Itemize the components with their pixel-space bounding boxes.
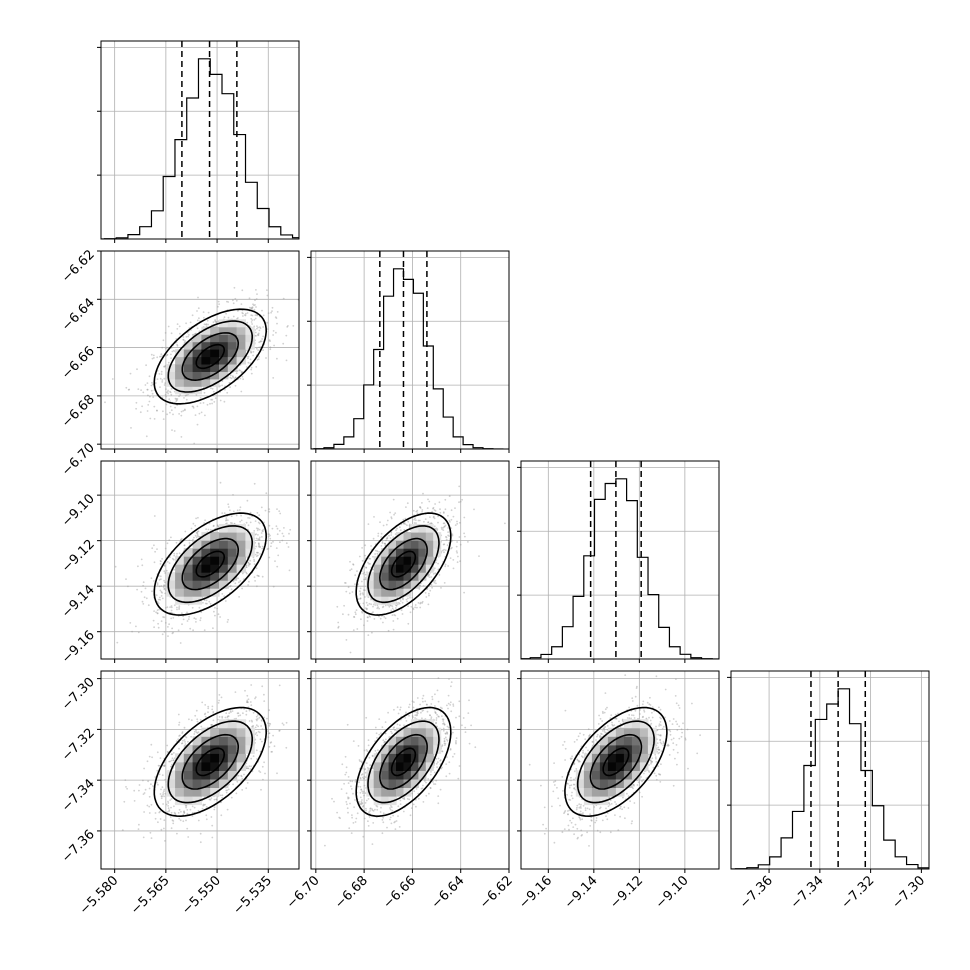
contour-2-3-2 — [576, 720, 655, 804]
xtick-label-2-3: −9.10 — [653, 873, 692, 912]
contour-1-2-2 — [367, 525, 440, 604]
hist-panel-0 — [97, 40, 300, 243]
contour-0-3-2 — [167, 720, 253, 804]
xtick-label-2-1: −9.14 — [562, 873, 601, 912]
scatter-panel-2-3 — [517, 670, 720, 873]
ytick-label-2-3: −9.10 — [59, 491, 98, 530]
ytick-label-3-1: −7.34 — [59, 776, 98, 815]
xtick-label-3-0: −7.36 — [737, 873, 776, 912]
grid-lines-1-1 — [311, 251, 510, 449]
panel-frame-0-2 — [100, 460, 300, 660]
scatter-panel-1-2 — [307, 460, 510, 663]
contour-0-2-0 — [195, 550, 225, 578]
xtick-label-1-0: −6.70 — [284, 873, 323, 912]
contour-0-3-0 — [195, 747, 225, 777]
contour-1-3-1 — [378, 733, 428, 790]
xtick-label-3-1: −7.34 — [788, 873, 827, 912]
density-2-3 — [575, 719, 657, 806]
density-0-1 — [166, 319, 255, 395]
contour-1-3-3 — [355, 706, 452, 818]
grid-lines-3-3 — [731, 671, 929, 869]
xtick-label-2-0: −9.16 — [516, 873, 555, 912]
hist-panel-1 — [307, 250, 510, 453]
contour-1-3-0 — [390, 747, 417, 777]
xtick-label-1-3: −6.64 — [429, 873, 468, 912]
density-0-2 — [166, 524, 255, 605]
xtick-label-0-2: −5.550 — [179, 873, 224, 918]
grid-lines-2-2 — [521, 461, 719, 659]
contour-0-2-1 — [181, 537, 239, 591]
ytick-label-1-1: −6.68 — [59, 392, 98, 431]
ytick-label-2-0: −9.16 — [59, 628, 98, 667]
panel-frame-0-0 — [100, 40, 300, 240]
panel-frame-1-2 — [310, 460, 510, 660]
xtick-label-1-2: −6.66 — [380, 873, 419, 912]
xtick-label-2-2: −9.12 — [607, 873, 646, 912]
contour-1-3-2 — [367, 720, 440, 804]
xtick-label-3-2: −7.32 — [839, 873, 878, 912]
ytick-label-3-0: −7.36 — [59, 827, 98, 866]
ytick-label-1-4: −6.62 — [59, 247, 98, 286]
panel-frame-1-3 — [310, 670, 510, 870]
panel-frame-2-3 — [520, 670, 720, 870]
xtick-label-1-4: −6.62 — [477, 873, 516, 912]
contour-0-2-2 — [167, 525, 253, 604]
scatter-panel-0-1 — [97, 250, 300, 453]
contour-0-1-0 — [195, 343, 225, 370]
contour-0-1-2 — [167, 320, 253, 393]
contour-2-3-3 — [564, 706, 668, 818]
contour-0-3-3 — [153, 706, 268, 818]
xtick-label-0-1: −5.565 — [128, 873, 173, 918]
ytick-label-1-3: −6.64 — [59, 296, 98, 335]
contour-0-2-3 — [153, 512, 268, 616]
ytick-label-1-2: −6.66 — [59, 344, 98, 383]
panel-frame-3-3 — [730, 670, 930, 870]
contour-2-3-0 — [602, 747, 630, 777]
hist-panel-3 — [727, 670, 930, 873]
density-1-3 — [366, 719, 442, 806]
contour-0-1-3 — [153, 308, 268, 405]
density-0-3 — [166, 719, 255, 806]
ytick-label-1-0: −6.70 — [59, 440, 98, 479]
ytick-label-3-3: −7.30 — [59, 675, 98, 714]
contour-2-3-1 — [589, 733, 643, 790]
contour-1-2-0 — [390, 550, 417, 578]
panel-frame-2-2 — [520, 460, 720, 660]
ytick-label-3-2: −7.32 — [59, 726, 98, 765]
ytick-label-2-1: −9.14 — [59, 582, 98, 621]
panel-frame-1-1 — [310, 250, 510, 450]
contour-1-2-1 — [378, 537, 428, 591]
xtick-label-0-0: −5.580 — [77, 873, 122, 918]
panel-frame-0-1 — [100, 250, 300, 450]
xtick-label-0-3: −5.535 — [230, 873, 275, 918]
ytick-label-2-2: −9.12 — [59, 537, 98, 576]
xtick-label-3-3: −7.30 — [889, 873, 928, 912]
xtick-label-1-1: −6.68 — [332, 873, 371, 912]
contour-0-1-1 — [181, 332, 239, 382]
scatter-panel-0-2 — [97, 460, 300, 663]
hist-panel-2 — [517, 460, 720, 663]
scatter-panel-0-3 — [97, 670, 300, 873]
contour-0-3-1 — [181, 733, 239, 790]
scatter-panel-1-3 — [307, 670, 510, 873]
contour-1-2-3 — [355, 512, 452, 616]
panel-frame-0-3 — [100, 670, 300, 870]
